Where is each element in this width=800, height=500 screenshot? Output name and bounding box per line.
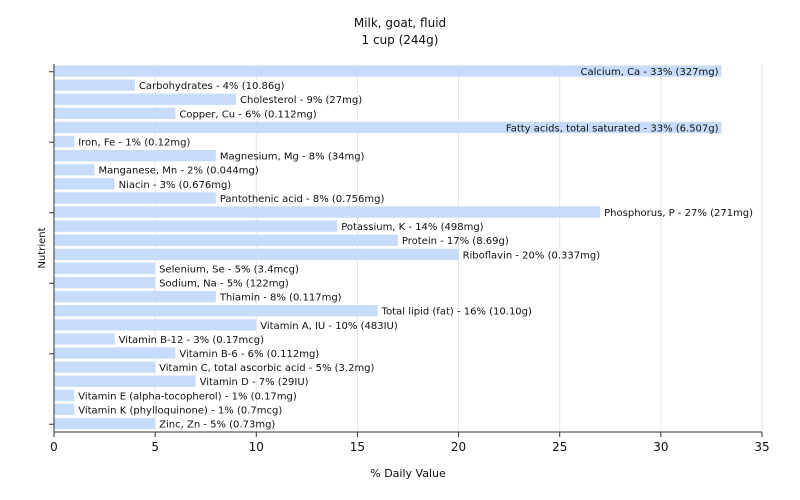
bar xyxy=(54,135,75,148)
bar-label: Vitamin B-6 - 6% (0.112mg) xyxy=(179,349,319,360)
x-tick-label: 25 xyxy=(552,440,567,454)
bar xyxy=(54,164,95,176)
bar xyxy=(54,121,722,134)
bar-label: Magnesium, Mg - 8% (34mg) xyxy=(220,152,365,163)
bar-label: Sodium, Na - 5% (122mg) xyxy=(159,279,289,290)
bar xyxy=(54,234,398,246)
bar xyxy=(54,347,176,359)
bar xyxy=(54,206,601,218)
bar xyxy=(54,361,156,373)
bar-label: Selenium, Se - 5% (3.4mcg) xyxy=(159,264,299,275)
bar xyxy=(54,107,176,119)
x-tick-label: 35 xyxy=(754,440,769,454)
bar-label: Potassium, K - 14% (498mg) xyxy=(341,222,483,233)
bar xyxy=(54,319,257,331)
chart-title: Milk, goat, fluid xyxy=(353,16,447,30)
bar xyxy=(54,389,75,401)
x-tick-label: 15 xyxy=(350,440,365,454)
bar-label: Zinc, Zn - 5% (0.73mg) xyxy=(159,420,275,431)
bar xyxy=(54,220,338,232)
bar-label: Cholesterol - 9% (27mg) xyxy=(240,95,362,106)
bar xyxy=(54,333,115,345)
bar xyxy=(54,375,196,387)
bar xyxy=(54,248,459,260)
bar xyxy=(54,417,156,430)
bar-label: Vitamin C, total ascorbic acid - 5% (3.2… xyxy=(159,363,374,374)
bar-label: Vitamin E (alpha-tocopherol) - 1% (0.17m… xyxy=(78,391,297,402)
bar xyxy=(54,150,216,162)
bar xyxy=(54,178,115,190)
bar-label: Vitamin K (phylloquinone) - 1% (0.7mcg) xyxy=(78,405,282,416)
bars: Calcium, Ca - 33% (327mg) Carbohydrates -… xyxy=(54,65,753,431)
x-tick-label: 5 xyxy=(151,440,159,454)
bar xyxy=(54,276,156,289)
bar-label: Manganese, Mn - 2% (0.044mg) xyxy=(98,166,258,177)
bar-label: Niacin - 3% (0.676mg) xyxy=(119,180,232,191)
bar xyxy=(54,192,216,204)
bar-label: Riboflavin - 20% (0.337mg) xyxy=(463,250,601,261)
bar xyxy=(54,65,722,77)
bar-label: Fatty acids, total saturated - 33% (6.50… xyxy=(506,123,719,134)
y-axis-label: Nutrient xyxy=(37,227,48,268)
bar-label: Vitamin B-12 - 3% (0.17mcg) xyxy=(119,335,264,346)
bar xyxy=(54,403,75,416)
bar-label: Vitamin A, IU - 10% (483IU) xyxy=(260,321,398,332)
x-tick-label: 20 xyxy=(451,440,466,454)
bar-label: Protein - 17% (8.69g) xyxy=(402,236,509,247)
bar-label: Copper, Cu - 6% (0.112mg) xyxy=(179,109,316,120)
bar-label: Total lipid (fat) - 16% (10.10g) xyxy=(381,307,532,318)
bar-label: Vitamin D - 7% (29IU) xyxy=(200,377,309,388)
bar-label: Iron, Fe - 1% (0.12mg) xyxy=(78,138,190,149)
bar xyxy=(54,262,156,275)
bar xyxy=(54,305,378,317)
bar-label: Pantothenic acid - 8% (0.756mg) xyxy=(220,194,385,205)
bar xyxy=(54,79,135,91)
x-tick-label: 30 xyxy=(653,440,668,454)
x-tick-label: 0 xyxy=(50,440,58,454)
bar-label: Calcium, Ca - 33% (327mg) xyxy=(580,67,718,78)
bar-label: Carbohydrates - 4% (10.86g) xyxy=(139,81,285,92)
chart-subtitle: 1 cup (244g) xyxy=(361,33,439,47)
bar xyxy=(54,93,237,105)
bar xyxy=(54,291,216,303)
x-axis-label: % Daily Value xyxy=(370,467,446,480)
axes: 0 5 10 15 20 25 30 35 xyxy=(49,64,770,454)
bar-label: Thiamin - 8% (0.117mg) xyxy=(219,293,342,304)
x-tick-label: 10 xyxy=(249,440,264,454)
bar-label: Phosphorus, P - 27% (271mg) xyxy=(604,208,753,219)
